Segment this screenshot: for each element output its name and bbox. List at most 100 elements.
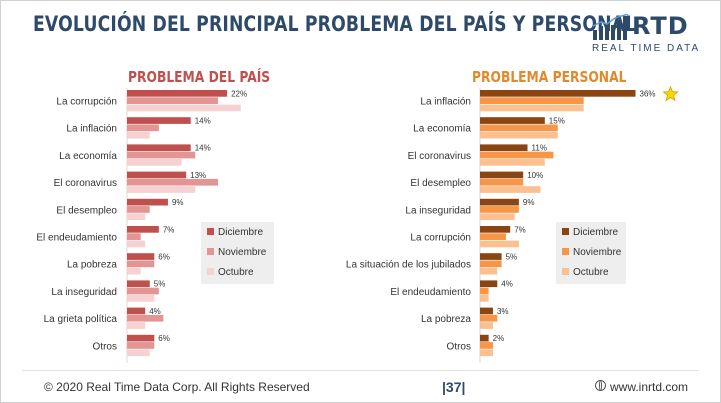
category-label: Otros (93, 341, 117, 352)
bar-octubre-5 (127, 240, 146, 248)
bar-octubre-7 (480, 295, 489, 302)
legend-swatch-diciembre (562, 228, 569, 235)
bar-octubre-0 (480, 104, 584, 112)
category-label: El desempleo (410, 178, 471, 189)
category-label: La corrupción (56, 96, 117, 107)
bar-noviembre-2 (127, 151, 196, 159)
bar-octubre-7 (127, 295, 155, 302)
data-label: 4% (501, 280, 513, 289)
bar-diciembre-1 (480, 117, 545, 124)
legend-label-noviembre: Noviembre (573, 247, 622, 258)
footer-copyright: © 2020 Real Time Data Corp. All Rights R… (44, 380, 310, 394)
legend-swatch-noviembre (207, 248, 214, 255)
category-label: La economía (59, 151, 117, 162)
legend-swatch-noviembre (562, 248, 569, 255)
bar-noviembre-4 (127, 206, 150, 213)
bar-diciembre-0 (127, 90, 228, 97)
data-label: 2% (493, 334, 505, 343)
data-label: 7% (163, 225, 175, 234)
globe-icon (595, 380, 606, 391)
bar-noviembre-5 (480, 233, 506, 240)
page-number: |37| (442, 379, 466, 395)
legend-label-octubre: Octubre (218, 267, 254, 278)
category-label: La situación de los jubilados (346, 260, 471, 271)
bar-noviembre-8 (480, 314, 498, 322)
bar-noviembre-6 (127, 260, 155, 268)
data-label: 14% (195, 144, 211, 153)
data-label: 22% (231, 89, 247, 98)
legend-swatch-diciembre (207, 228, 214, 235)
bar-octubre-3 (127, 186, 196, 193)
bar-noviembre-7 (480, 287, 489, 295)
bar-diciembre-0 (480, 90, 636, 97)
bar-noviembre-4 (480, 206, 519, 213)
category-label: La grieta política (44, 314, 118, 325)
bar-diciembre-8 (480, 307, 493, 315)
bar-octubre-5 (480, 240, 519, 248)
category-label: El coronavirus (408, 151, 471, 162)
bar-octubre-1 (127, 131, 150, 139)
data-label: 7% (514, 225, 526, 234)
bar-diciembre-3 (127, 171, 187, 179)
bar-diciembre-7 (127, 280, 150, 288)
bar-noviembre-1 (127, 124, 159, 132)
data-label: 6% (158, 334, 170, 343)
data-label: 36% (640, 89, 656, 98)
category-label: El desempleo (56, 205, 117, 216)
data-label: 13% (190, 171, 206, 180)
bar-octubre-6 (480, 267, 498, 275)
bar-noviembre-3 (127, 178, 218, 186)
data-label: 9% (172, 198, 184, 207)
bar-octubre-2 (480, 159, 545, 166)
bar-diciembre-6 (127, 253, 155, 260)
bar-noviembre-8 (127, 314, 164, 322)
logo-bars-icon (592, 14, 629, 40)
data-label: 11% (532, 144, 547, 153)
bar-noviembre-7 (127, 287, 159, 295)
bar-octubre-1 (480, 131, 558, 139)
footer-divider (22, 370, 699, 371)
bar-diciembre-9 (480, 334, 489, 342)
bar-noviembre-3 (480, 178, 524, 186)
bar-noviembre-6 (480, 260, 502, 268)
category-label: La inseguridad (51, 287, 117, 298)
bar-diciembre-8 (127, 307, 146, 315)
data-label: 14% (195, 117, 211, 126)
bar-noviembre-5 (127, 233, 141, 240)
legend-label-noviembre: Noviembre (218, 247, 267, 258)
bar-diciembre-9 (127, 334, 155, 342)
bar-diciembre-6 (480, 253, 502, 260)
bar-noviembre-0 (127, 97, 218, 104)
category-label: El endeudamiento (36, 232, 117, 243)
data-label: 4% (149, 307, 161, 316)
bar-octubre-3 (480, 186, 541, 193)
bar-octubre-9 (480, 349, 493, 357)
legend-label-octubre: Octubre (573, 267, 609, 278)
bar-diciembre-4 (480, 198, 519, 206)
bar-diciembre-4 (127, 198, 168, 206)
logo-wordmark: RTD (632, 12, 689, 40)
data-label: 5% (506, 253, 518, 262)
legend-swatch-octubre (207, 268, 214, 275)
bar-octubre-6 (127, 267, 141, 275)
bar-octubre-9 (127, 349, 150, 357)
bar-octubre-4 (480, 213, 515, 221)
bar-diciembre-5 (127, 226, 159, 233)
bar-noviembre-1 (480, 124, 558, 132)
bar-noviembre-0 (480, 97, 584, 104)
bar-diciembre-1 (127, 117, 191, 124)
data-label: 5% (154, 280, 166, 289)
category-label: La pobreza (67, 260, 117, 271)
page-title: EVOLUCIÓN DEL PRINCIPAL PROBLEMA DEL PAÍ… (33, 12, 637, 36)
bar-octubre-4 (127, 213, 146, 221)
bar-noviembre-9 (480, 342, 493, 349)
footer-url-link[interactable]: www.inrtd.com (610, 380, 689, 394)
category-label: La economía (413, 124, 471, 135)
data-label: 9% (523, 198, 535, 207)
legend-swatch-octubre (562, 268, 569, 275)
bar-diciembre-7 (480, 280, 498, 288)
bar-noviembre-2 (480, 151, 554, 159)
bar-diciembre-5 (480, 226, 511, 233)
